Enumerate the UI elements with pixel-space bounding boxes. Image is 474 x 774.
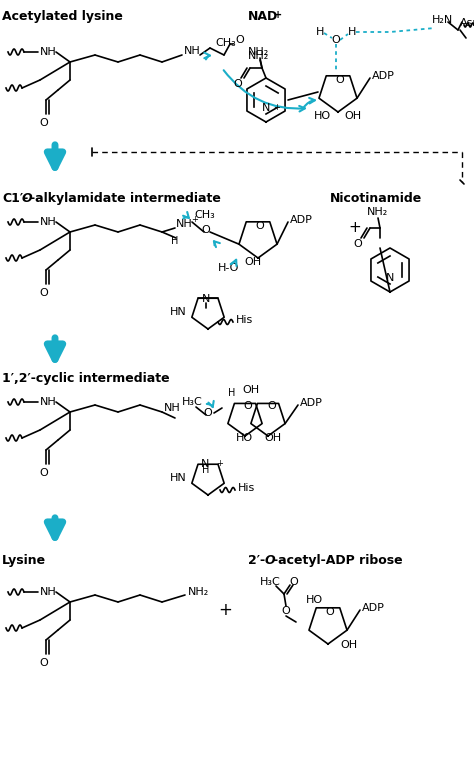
Text: O: O <box>255 221 264 231</box>
Text: +: + <box>273 104 280 112</box>
Text: N: N <box>201 459 209 469</box>
Text: His: His <box>236 315 253 325</box>
Text: O: O <box>204 408 212 418</box>
Text: ADP: ADP <box>300 398 323 408</box>
Text: H₂N: H₂N <box>432 15 453 25</box>
Text: ADP: ADP <box>372 71 395 81</box>
Text: OH: OH <box>344 111 361 121</box>
Text: ADP: ADP <box>290 215 313 225</box>
Text: NH: NH <box>40 47 57 57</box>
Text: NH: NH <box>40 397 57 407</box>
Text: NH: NH <box>164 403 181 413</box>
Text: O: O <box>40 468 48 478</box>
Text: O: O <box>40 118 48 128</box>
Text: O: O <box>336 75 345 85</box>
Text: HO: HO <box>314 111 331 121</box>
Text: HN: HN <box>170 307 187 317</box>
Text: HN: HN <box>170 473 187 483</box>
Text: HO: HO <box>236 433 253 443</box>
Text: H: H <box>228 388 236 398</box>
Text: N: N <box>202 294 210 304</box>
Text: OH: OH <box>242 385 259 395</box>
Text: NH: NH <box>40 587 57 597</box>
Text: O: O <box>332 35 340 45</box>
Text: -alkylamidate intermediate: -alkylamidate intermediate <box>30 192 221 205</box>
Text: NH₂: NH₂ <box>248 51 269 61</box>
Text: OH: OH <box>264 433 281 443</box>
Text: O: O <box>201 225 210 235</box>
Text: H: H <box>202 465 210 475</box>
Text: NH: NH <box>184 46 201 56</box>
Text: +: + <box>218 601 232 619</box>
Text: NH₂: NH₂ <box>188 587 209 597</box>
Text: OH: OH <box>340 640 357 650</box>
Text: O: O <box>268 401 276 411</box>
Text: O: O <box>282 606 291 616</box>
Text: NH: NH <box>40 217 57 227</box>
Text: H: H <box>171 236 179 246</box>
Text: O: O <box>235 35 244 45</box>
Text: O: O <box>265 554 275 567</box>
Text: H₃C: H₃C <box>260 577 281 587</box>
Text: N: N <box>386 273 394 283</box>
Text: NH₂: NH₂ <box>367 207 389 217</box>
Text: CH₃: CH₃ <box>215 38 236 48</box>
Text: Nicotinamide: Nicotinamide <box>330 192 422 205</box>
Text: O: O <box>290 577 298 587</box>
Text: O: O <box>40 288 48 298</box>
Text: H: H <box>316 27 324 37</box>
Text: +: + <box>191 214 198 224</box>
Text: O: O <box>244 401 252 411</box>
Text: NAD: NAD <box>248 10 278 23</box>
Text: H: H <box>348 27 356 37</box>
Text: -acetyl-ADP ribose: -acetyl-ADP ribose <box>273 554 402 567</box>
Text: NH: NH <box>176 219 193 229</box>
Text: His: His <box>238 483 255 493</box>
Text: O: O <box>40 658 48 668</box>
Text: Acetylated lysine: Acetylated lysine <box>2 10 123 23</box>
Text: HO: HO <box>306 595 323 605</box>
Text: O: O <box>22 192 33 205</box>
Text: Asn: Asn <box>460 18 474 28</box>
Text: +: + <box>348 221 361 235</box>
Text: O: O <box>354 239 363 249</box>
Text: CH₃: CH₃ <box>194 210 215 220</box>
Text: OH: OH <box>244 257 261 267</box>
Text: +: + <box>274 10 282 20</box>
Text: NH₂: NH₂ <box>248 47 269 57</box>
Text: H-O: H-O <box>218 263 239 273</box>
Text: 1′,2′-cyclic intermediate: 1′,2′-cyclic intermediate <box>2 372 170 385</box>
Text: N: N <box>262 103 270 113</box>
Text: 2′-: 2′- <box>248 554 265 567</box>
Text: O: O <box>326 607 334 617</box>
Text: ADP: ADP <box>362 603 385 613</box>
Text: O: O <box>234 79 242 89</box>
Text: +: + <box>217 460 223 468</box>
Text: C1′-: C1′- <box>2 192 28 205</box>
Text: Lysine: Lysine <box>2 554 46 567</box>
Text: H₃C: H₃C <box>182 397 203 407</box>
